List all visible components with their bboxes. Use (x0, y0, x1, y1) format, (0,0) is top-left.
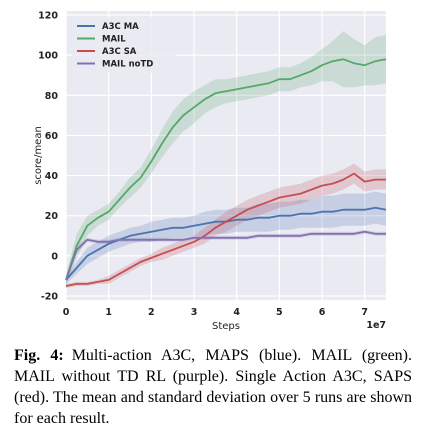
figure-caption: Fig. 4: Multi-action A3C, MAPS (blue). MA… (14, 345, 412, 429)
x-tick-labels: 0 1 2 3 4 5 6 7 (63, 307, 368, 318)
y-tick-label: 20 (45, 211, 59, 222)
x-axis-label: Steps (212, 321, 240, 332)
y-tick-label: 120 (38, 11, 58, 22)
x-tick-label: 5 (276, 307, 283, 318)
x-tick-label: 4 (233, 307, 240, 318)
std-band-1 (66, 31, 386, 286)
x-tick-label: 2 (148, 307, 155, 318)
y-tick-label: 40 (45, 171, 59, 182)
x-tick-label: 1 (105, 307, 112, 318)
x-tick-label: 3 (191, 307, 198, 318)
std-bands (66, 31, 386, 288)
x-axis-multiplier: 1e7 (366, 320, 386, 331)
x-tick-label: 7 (361, 307, 368, 318)
series-lines (65, 58, 387, 287)
y-axis-label: score/mean (33, 126, 44, 185)
std-band-2 (66, 163, 386, 288)
y-tick-label: 80 (45, 91, 59, 102)
legend-label: A3C SA (102, 47, 137, 57)
series-line-2 (65, 172, 386, 287)
legend-label: MAIL (102, 35, 126, 45)
y-tick-label: 60 (45, 131, 59, 142)
y-tick-label: 100 (38, 51, 58, 62)
y-tick-labels: -20 0 20 40 60 80 100 120 (38, 11, 58, 303)
legend: A3C MA MAIL A3C SA MAIL noTD (72, 17, 176, 73)
std-band-3 (66, 229, 386, 282)
line-chart: -20 0 20 40 60 80 100 120 0 1 2 3 4 5 6 7 Steps score/… (33, 11, 387, 332)
legend-label: MAIL noTD (102, 60, 153, 70)
std-band-0 (66, 191, 386, 284)
series-line-3 (65, 230, 386, 281)
caption-text: Multi-action A3C, MAPS (blue). MAIL (gre… (14, 347, 413, 427)
caption-label: Fig. 4: (14, 347, 64, 364)
x-tick-label: 6 (319, 307, 326, 318)
grid-lines (65, 11, 386, 300)
x-tick-label: 0 (63, 307, 70, 318)
y-tick-label: -20 (41, 291, 59, 302)
y-tick-label: 0 (51, 251, 58, 262)
legend-box (72, 17, 176, 73)
legend-label: A3C MA (102, 22, 139, 32)
series-line-1 (65, 58, 387, 281)
